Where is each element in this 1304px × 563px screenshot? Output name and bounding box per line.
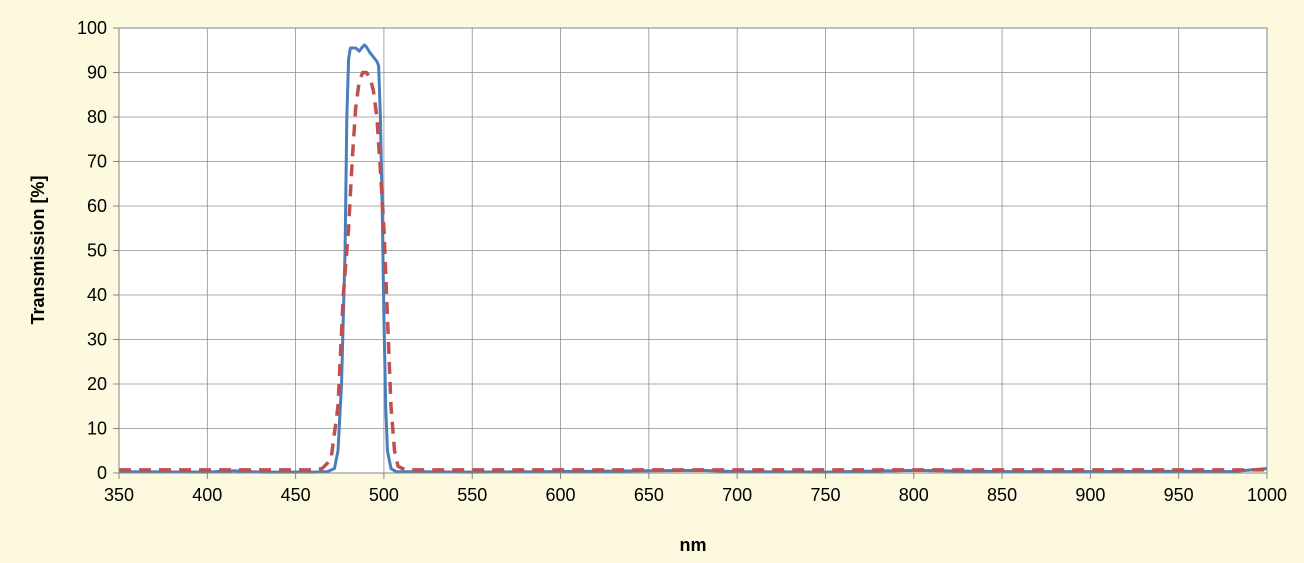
grid <box>113 27 1268 479</box>
y-axis-title: Transmission [%] <box>28 175 48 324</box>
x-tick-label: 750 <box>810 485 840 505</box>
x-tick-label: 1000 <box>1247 485 1287 505</box>
x-tick-label: 450 <box>281 485 311 505</box>
y-tick-label: 0 <box>97 463 107 483</box>
x-tick-label: 350 <box>104 485 134 505</box>
y-tick-label: 80 <box>87 107 107 127</box>
x-tick-label: 550 <box>457 485 487 505</box>
x-axis-title: nm <box>680 535 707 555</box>
y-tick-label: 50 <box>87 241 107 261</box>
series-line-dashed <box>119 70 1267 472</box>
x-tick-label: 650 <box>634 485 664 505</box>
series-line-solid <box>118 43 1268 474</box>
x-tick-label: 800 <box>899 485 929 505</box>
y-tick-label: 30 <box>87 330 107 350</box>
x-tick-label: 600 <box>546 485 576 505</box>
y-tick-label: 40 <box>87 285 107 305</box>
x-tick-label: 950 <box>1164 485 1194 505</box>
y-tick-label: 60 <box>87 196 107 216</box>
y-tick-label: 90 <box>87 63 107 83</box>
y-tick-label: 70 <box>87 152 107 172</box>
series-layer <box>118 43 1268 474</box>
plot-border <box>118 27 1268 474</box>
x-tick-label: 500 <box>369 485 399 505</box>
x-tick-label: 900 <box>1075 485 1105 505</box>
y-tick-labels: 0 10 20 30 40 50 60 70 80 90 100 <box>77 18 107 483</box>
x-tick-label: 850 <box>987 485 1017 505</box>
x-tick-labels: 350 400 450 500 550 600 650 700 750 800 850 900 950 1… <box>104 485 1287 505</box>
y-tick-label: 20 <box>87 374 107 394</box>
x-tick-label: 400 <box>192 485 222 505</box>
y-tick-label: 10 <box>87 419 107 439</box>
y-tick-label: 100 <box>77 18 107 38</box>
x-tick-label: 700 <box>722 485 752 505</box>
